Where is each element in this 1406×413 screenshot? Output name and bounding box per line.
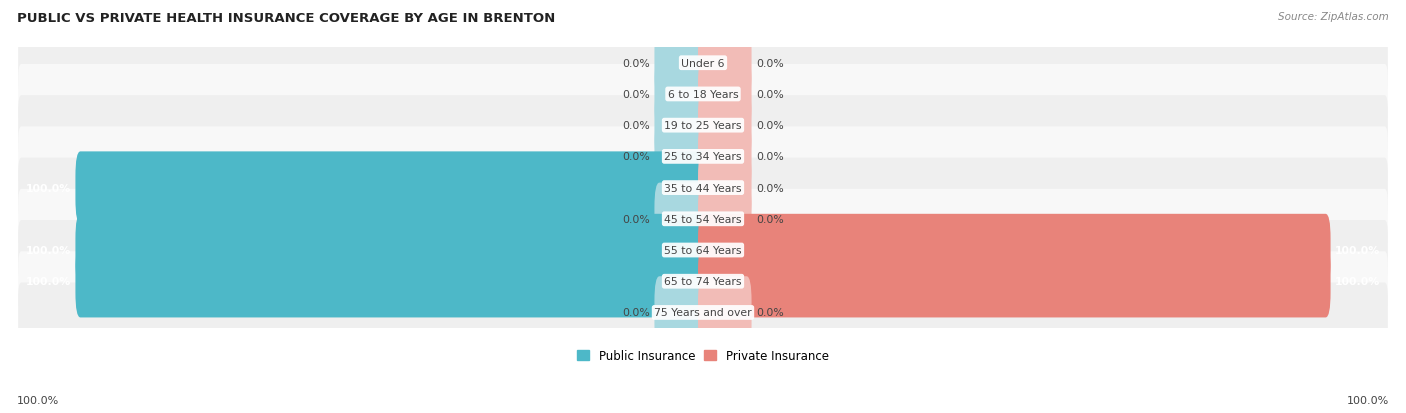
Text: 0.0%: 0.0% — [756, 59, 783, 69]
Text: PUBLIC VS PRIVATE HEALTH INSURANCE COVERAGE BY AGE IN BRENTON: PUBLIC VS PRIVATE HEALTH INSURANCE COVER… — [17, 12, 555, 25]
FancyBboxPatch shape — [697, 183, 752, 255]
FancyBboxPatch shape — [76, 214, 709, 287]
FancyBboxPatch shape — [654, 90, 709, 162]
FancyBboxPatch shape — [697, 214, 1330, 287]
FancyBboxPatch shape — [18, 34, 1388, 93]
FancyBboxPatch shape — [76, 245, 709, 318]
FancyBboxPatch shape — [654, 59, 709, 131]
Text: Under 6: Under 6 — [682, 59, 724, 69]
FancyBboxPatch shape — [18, 252, 1388, 311]
FancyBboxPatch shape — [654, 183, 709, 255]
FancyBboxPatch shape — [18, 158, 1388, 218]
Text: 0.0%: 0.0% — [623, 214, 650, 224]
Text: 0.0%: 0.0% — [756, 121, 783, 131]
FancyBboxPatch shape — [697, 152, 752, 224]
Text: 0.0%: 0.0% — [623, 152, 650, 162]
Text: 100.0%: 100.0% — [1334, 245, 1381, 255]
Text: 6 to 18 Years: 6 to 18 Years — [668, 90, 738, 100]
Text: 100.0%: 100.0% — [25, 183, 72, 193]
Text: 0.0%: 0.0% — [623, 308, 650, 318]
Text: 0.0%: 0.0% — [756, 90, 783, 100]
Text: 100.0%: 100.0% — [1334, 277, 1381, 287]
FancyBboxPatch shape — [697, 27, 752, 100]
FancyBboxPatch shape — [18, 190, 1388, 249]
FancyBboxPatch shape — [697, 59, 752, 131]
FancyBboxPatch shape — [697, 277, 752, 349]
Text: 35 to 44 Years: 35 to 44 Years — [664, 183, 742, 193]
FancyBboxPatch shape — [697, 90, 752, 162]
Text: 55 to 64 Years: 55 to 64 Years — [664, 245, 742, 255]
Text: 100.0%: 100.0% — [1347, 395, 1389, 405]
FancyBboxPatch shape — [18, 283, 1388, 343]
Text: 65 to 74 Years: 65 to 74 Years — [664, 277, 742, 287]
Text: 100.0%: 100.0% — [25, 245, 72, 255]
Text: 100.0%: 100.0% — [17, 395, 59, 405]
FancyBboxPatch shape — [654, 121, 709, 193]
Text: 0.0%: 0.0% — [756, 183, 783, 193]
FancyBboxPatch shape — [76, 152, 709, 224]
Text: 75 Years and over: 75 Years and over — [654, 308, 752, 318]
FancyBboxPatch shape — [654, 277, 709, 349]
FancyBboxPatch shape — [18, 96, 1388, 156]
Text: 0.0%: 0.0% — [756, 152, 783, 162]
FancyBboxPatch shape — [18, 65, 1388, 125]
Legend: Public Insurance, Private Insurance: Public Insurance, Private Insurance — [572, 345, 834, 367]
FancyBboxPatch shape — [697, 245, 1330, 318]
Text: 100.0%: 100.0% — [25, 277, 72, 287]
Text: 45 to 54 Years: 45 to 54 Years — [664, 214, 742, 224]
Text: 0.0%: 0.0% — [623, 59, 650, 69]
Text: Source: ZipAtlas.com: Source: ZipAtlas.com — [1278, 12, 1389, 22]
FancyBboxPatch shape — [697, 121, 752, 193]
Text: 0.0%: 0.0% — [623, 90, 650, 100]
FancyBboxPatch shape — [654, 27, 709, 100]
Text: 0.0%: 0.0% — [756, 308, 783, 318]
Text: 0.0%: 0.0% — [756, 214, 783, 224]
Text: 0.0%: 0.0% — [623, 121, 650, 131]
FancyBboxPatch shape — [18, 221, 1388, 280]
FancyBboxPatch shape — [18, 127, 1388, 187]
Text: 25 to 34 Years: 25 to 34 Years — [664, 152, 742, 162]
Text: 19 to 25 Years: 19 to 25 Years — [664, 121, 742, 131]
